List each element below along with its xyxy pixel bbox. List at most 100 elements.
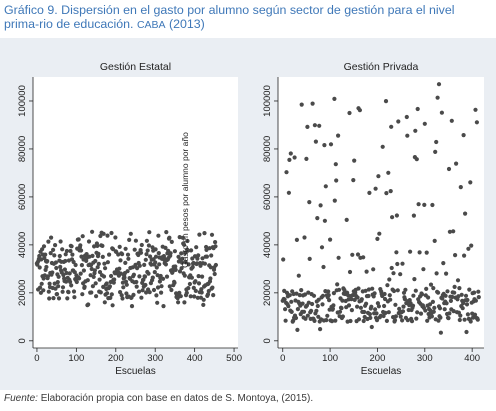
data-point <box>182 273 187 278</box>
data-point <box>286 190 291 195</box>
data-point <box>332 96 337 101</box>
data-point <box>431 309 436 314</box>
data-point <box>64 248 69 254</box>
data-point <box>54 265 59 271</box>
data-point <box>98 290 103 295</box>
panel-estatal: Gestión Estatal 0 100 200 300 400 500 0 20000 40… <box>17 58 242 377</box>
data-point <box>179 251 184 256</box>
data-point <box>120 252 125 257</box>
data-point <box>41 276 46 281</box>
data-point <box>124 282 129 287</box>
data-point <box>428 282 434 287</box>
data-point <box>349 308 354 313</box>
data-point <box>432 238 437 243</box>
data-point <box>410 303 416 308</box>
data-point <box>312 123 317 128</box>
data-point <box>397 306 402 311</box>
data-point <box>332 198 337 203</box>
data-point <box>369 324 374 330</box>
data-point <box>56 296 62 301</box>
data-point <box>53 243 58 248</box>
data-point <box>131 292 136 297</box>
data-point <box>43 252 48 257</box>
data-point <box>468 319 473 324</box>
data-point <box>396 119 401 124</box>
data-point <box>199 287 204 292</box>
data-point <box>457 317 462 323</box>
panel-estatal-plot-area <box>33 77 238 348</box>
data-point <box>196 253 201 258</box>
data-point <box>51 247 56 252</box>
data-point <box>391 271 396 276</box>
data-point <box>145 248 150 253</box>
figure-caption: Gráfico 9. Dispersión en el gasto por al… <box>4 3 492 32</box>
data-point <box>100 254 105 259</box>
data-point <box>461 301 466 306</box>
data-point <box>367 312 372 317</box>
data-point <box>173 267 178 272</box>
data-point <box>143 282 148 288</box>
data-point <box>400 309 406 314</box>
panel-privada: Gestión Privada 0 100 200 300 400 0 20000 40000… <box>262 58 484 377</box>
data-point <box>212 271 217 277</box>
data-point <box>417 250 422 255</box>
data-point <box>204 254 209 259</box>
data-point <box>398 272 403 277</box>
data-point <box>377 231 382 236</box>
data-point <box>96 261 101 266</box>
data-point <box>179 266 184 271</box>
data-point <box>81 268 86 273</box>
data-point <box>73 262 78 268</box>
data-point <box>423 308 428 313</box>
data-point <box>177 290 182 295</box>
data-point <box>41 288 46 293</box>
data-point <box>373 307 378 312</box>
data-point <box>411 213 416 218</box>
data-point <box>139 242 144 248</box>
data-point <box>86 239 92 244</box>
data-point <box>300 301 305 306</box>
data-point <box>446 316 451 321</box>
data-point <box>352 297 357 302</box>
data-point <box>307 200 312 205</box>
data-point <box>388 189 393 194</box>
data-point <box>347 110 352 116</box>
data-point <box>193 288 198 293</box>
data-point <box>107 252 112 257</box>
data-point <box>348 318 353 324</box>
data-point <box>84 258 89 263</box>
data-point <box>322 218 327 223</box>
data-point <box>385 283 390 288</box>
data-point <box>452 290 457 295</box>
data-point <box>129 304 135 309</box>
data-point <box>40 247 45 252</box>
data-point <box>144 252 149 257</box>
data-point <box>58 239 63 244</box>
data-point <box>364 301 369 306</box>
data-point <box>47 296 52 301</box>
data-point <box>169 239 174 244</box>
data-point <box>109 273 114 279</box>
data-point <box>72 295 77 300</box>
panel-privada-xlabel: Escuelas <box>361 366 402 377</box>
data-point <box>429 314 434 319</box>
data-point <box>147 290 152 295</box>
x-tick-label: 500 <box>226 353 242 364</box>
data-point <box>211 293 216 298</box>
data-point <box>177 269 183 274</box>
panel-estatal-title: Gestión Estatal <box>100 61 171 73</box>
data-point <box>370 286 375 291</box>
data-point <box>178 294 183 299</box>
data-point <box>295 307 300 312</box>
y-tick-label: 80000 <box>17 136 28 162</box>
data-point <box>63 258 68 264</box>
data-point <box>200 256 205 261</box>
x-tick-label: 200 <box>108 353 124 364</box>
panel-privada-title-strip <box>278 58 484 75</box>
data-point <box>107 284 112 289</box>
data-point <box>195 256 200 261</box>
data-point <box>414 316 419 321</box>
data-point <box>96 251 101 256</box>
data-point <box>53 260 59 265</box>
data-point <box>392 318 398 323</box>
